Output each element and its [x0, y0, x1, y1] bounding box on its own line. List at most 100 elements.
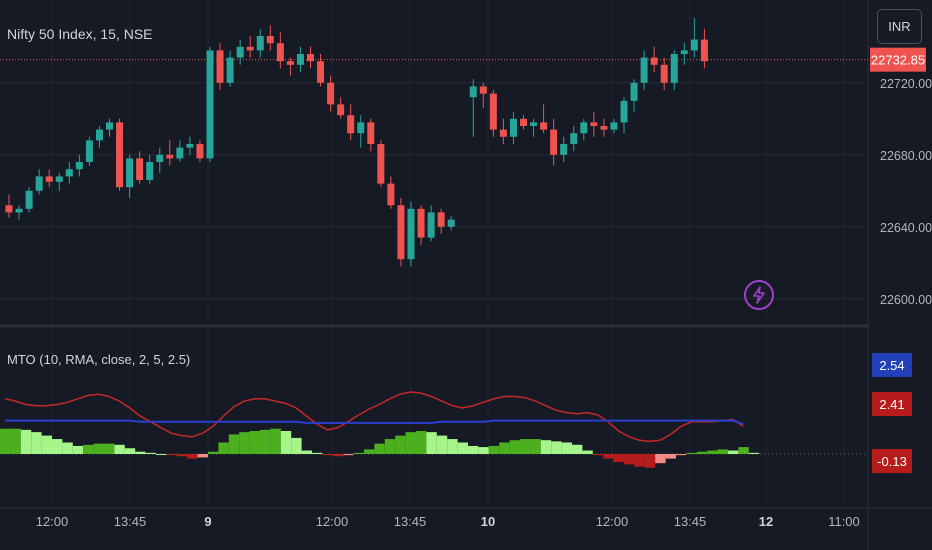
- candle-body[interactable]: [357, 122, 365, 134]
- histogram-bar: [488, 445, 500, 454]
- candle-body[interactable]: [276, 43, 284, 62]
- candle-body[interactable]: [560, 144, 568, 155]
- candle-body[interactable]: [75, 162, 83, 170]
- histogram-bar: [239, 432, 250, 454]
- candle-body[interactable]: [550, 129, 558, 155]
- candle-body[interactable]: [640, 57, 648, 83]
- signal-line-badge: [872, 392, 912, 416]
- histogram-bar: [41, 435, 52, 454]
- bolt-icon[interactable]: [744, 280, 774, 310]
- candle-body[interactable]: [307, 54, 314, 62]
- value-badges: 22732.85 2.54 2.41 -0.13: [870, 47, 926, 473]
- candle-body[interactable]: [630, 82, 638, 101]
- candle-body[interactable]: [236, 46, 244, 58]
- candle-body[interactable]: [296, 54, 304, 65]
- price-axis-labels[interactable]: 22600.00 22640.00 22680.00 22720.00: [880, 77, 932, 307]
- candle-body[interactable]: [246, 46, 254, 51]
- base-line-badge-text: 2.54: [879, 358, 904, 373]
- candle-body[interactable]: [610, 122, 618, 130]
- histogram-bar: [187, 454, 198, 459]
- candle-body[interactable]: [397, 205, 405, 260]
- candle-body[interactable]: [35, 176, 43, 191]
- candle-body[interactable]: [25, 190, 33, 209]
- time-tick-label: 12: [759, 514, 773, 529]
- histogram-bar: [249, 431, 260, 454]
- candle-body[interactable]: [447, 219, 455, 227]
- histogram-bar: [260, 429, 271, 454]
- candle-body[interactable]: [116, 122, 124, 188]
- candle-body[interactable]: [347, 115, 355, 134]
- candle-body[interactable]: [580, 122, 588, 134]
- candle-body[interactable]: [286, 61, 294, 65]
- candle-body[interactable]: [95, 129, 103, 141]
- candle-body[interactable]: [126, 158, 134, 188]
- candle-body[interactable]: [196, 144, 204, 159]
- histogram-bar: [156, 454, 167, 455]
- candle-body[interactable]: [65, 169, 73, 177]
- candle-body[interactable]: [590, 122, 598, 126]
- candle-body[interactable]: [660, 64, 668, 83]
- candle-body[interactable]: [106, 122, 113, 130]
- candle-body[interactable]: [186, 144, 194, 148]
- histogram-bar: [364, 449, 375, 454]
- candle-body[interactable]: [85, 140, 93, 162]
- base-line-badge: [872, 353, 912, 377]
- candle-body[interactable]: [499, 129, 507, 137]
- candle-body[interactable]: [176, 147, 184, 159]
- time-axis-labels[interactable]: 12:00 13:45 9 12:00 13:45 10 12:00 13:45 12 11:00: [36, 514, 860, 529]
- candle-body[interactable]: [680, 50, 688, 54]
- candle-body[interactable]: [166, 154, 174, 159]
- candle-body[interactable]: [700, 39, 708, 62]
- candle-body[interactable]: [600, 126, 608, 130]
- candle-body[interactable]: [417, 208, 425, 238]
- histogram-badge-text: -0.13: [877, 454, 907, 469]
- candle-body[interactable]: [216, 50, 224, 83]
- histogram-bar: [135, 451, 146, 454]
- histogram-bar: [197, 454, 208, 458]
- candle-body[interactable]: [156, 154, 164, 162]
- candle-body[interactable]: [690, 39, 698, 51]
- candle-body[interactable]: [407, 208, 415, 260]
- candle-body[interactable]: [469, 86, 477, 98]
- histogram-badge: [872, 449, 912, 473]
- time-tick-label: 12:00: [316, 514, 349, 529]
- candle-body[interactable]: [146, 162, 154, 180]
- candle-body[interactable]: [670, 54, 678, 83]
- candle-body[interactable]: [540, 122, 548, 130]
- candle-body[interactable]: [479, 86, 487, 94]
- candle-body[interactable]: [570, 133, 578, 144]
- candle-body[interactable]: [256, 36, 264, 51]
- candle-body[interactable]: [317, 61, 325, 83]
- candle-body[interactable]: [489, 93, 497, 130]
- candle-body[interactable]: [226, 57, 234, 83]
- histogram-bar: [738, 447, 749, 454]
- candle-body[interactable]: [337, 104, 345, 116]
- candle-body[interactable]: [266, 36, 274, 44]
- candle-body[interactable]: [206, 50, 214, 159]
- histogram-bar: [748, 452, 760, 454]
- candle-body[interactable]: [377, 144, 385, 184]
- candle-body[interactable]: [530, 122, 538, 126]
- candle-body[interactable]: [387, 183, 395, 206]
- candle-body[interactable]: [15, 208, 23, 213]
- histogram-bar: [343, 454, 354, 456]
- candle-body[interactable]: [45, 176, 53, 182]
- candle-body[interactable]: [427, 212, 435, 238]
- candle-body[interactable]: [367, 122, 375, 144]
- candle-body[interactable]: [650, 57, 658, 65]
- histogram-bar: [93, 443, 104, 454]
- candle-body[interactable]: [437, 212, 445, 227]
- candle-body[interactable]: [55, 176, 63, 182]
- candle-body[interactable]: [620, 100, 628, 123]
- candle-body[interactable]: [509, 118, 517, 137]
- candle-body[interactable]: [136, 158, 144, 180]
- candle-body[interactable]: [5, 205, 13, 213]
- candle-body[interactable]: [520, 118, 527, 126]
- time-tick-label: 9: [204, 514, 211, 529]
- currency-button[interactable]: INR: [877, 9, 922, 44]
- histogram-bar: [291, 437, 302, 454]
- indicator-title[interactable]: MTO (10, RMA, close, 2, 5, 2.5): [7, 352, 191, 367]
- symbol-title[interactable]: Nifty 50 Index, 15, NSE: [7, 26, 153, 42]
- candle-body[interactable]: [327, 82, 335, 105]
